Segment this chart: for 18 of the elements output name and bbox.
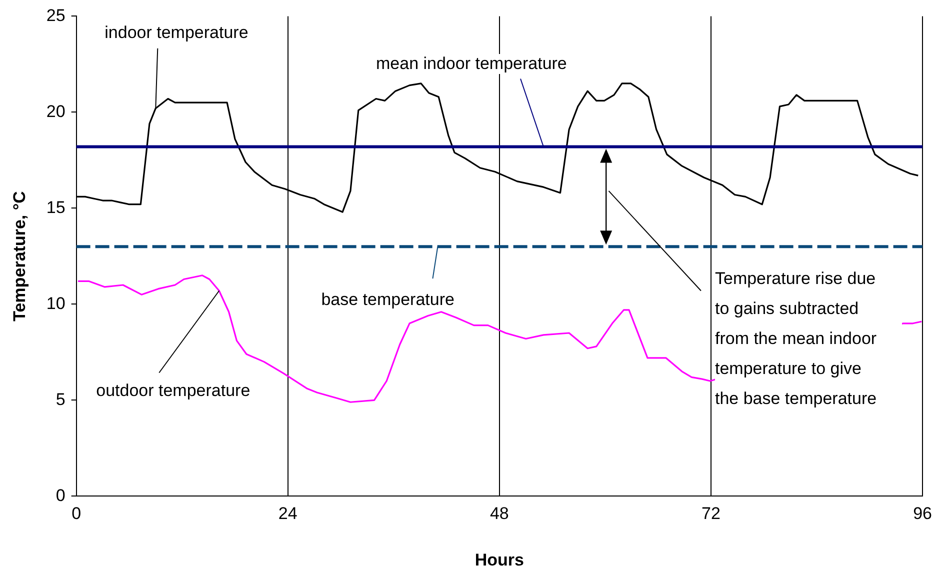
y-tick-label: 20 [46, 102, 66, 121]
x-tick-label: 96 [913, 504, 932, 524]
x-tick-label: 0 [72, 504, 82, 524]
x-axis-title: Hours [474, 550, 524, 570]
text: indoor temperature [102, 23, 250, 44]
y-tick-label: 15 [46, 198, 66, 217]
x-tick-label: 24 [278, 504, 298, 524]
y-tick-label: 0 [56, 486, 66, 505]
legend-label: base temperature [319, 290, 456, 310]
series-label: outdoor temperature [94, 380, 252, 401]
annotation: Temperature rise due to gains subtracted from the mean indoor temperature to give the base temperature [714, 264, 902, 414]
y-tick-label: 5 [56, 390, 66, 409]
x-tick-label: 72 [702, 504, 720, 524]
y-tick-label: 10 [46, 294, 66, 313]
ref-line-label: mean indoor temperature [374, 54, 569, 74]
y-tick-label: 25 [46, 6, 66, 25]
y-axis-title: Temperature, °C [10, 191, 29, 322]
x-tick-label: 48 [490, 504, 509, 524]
